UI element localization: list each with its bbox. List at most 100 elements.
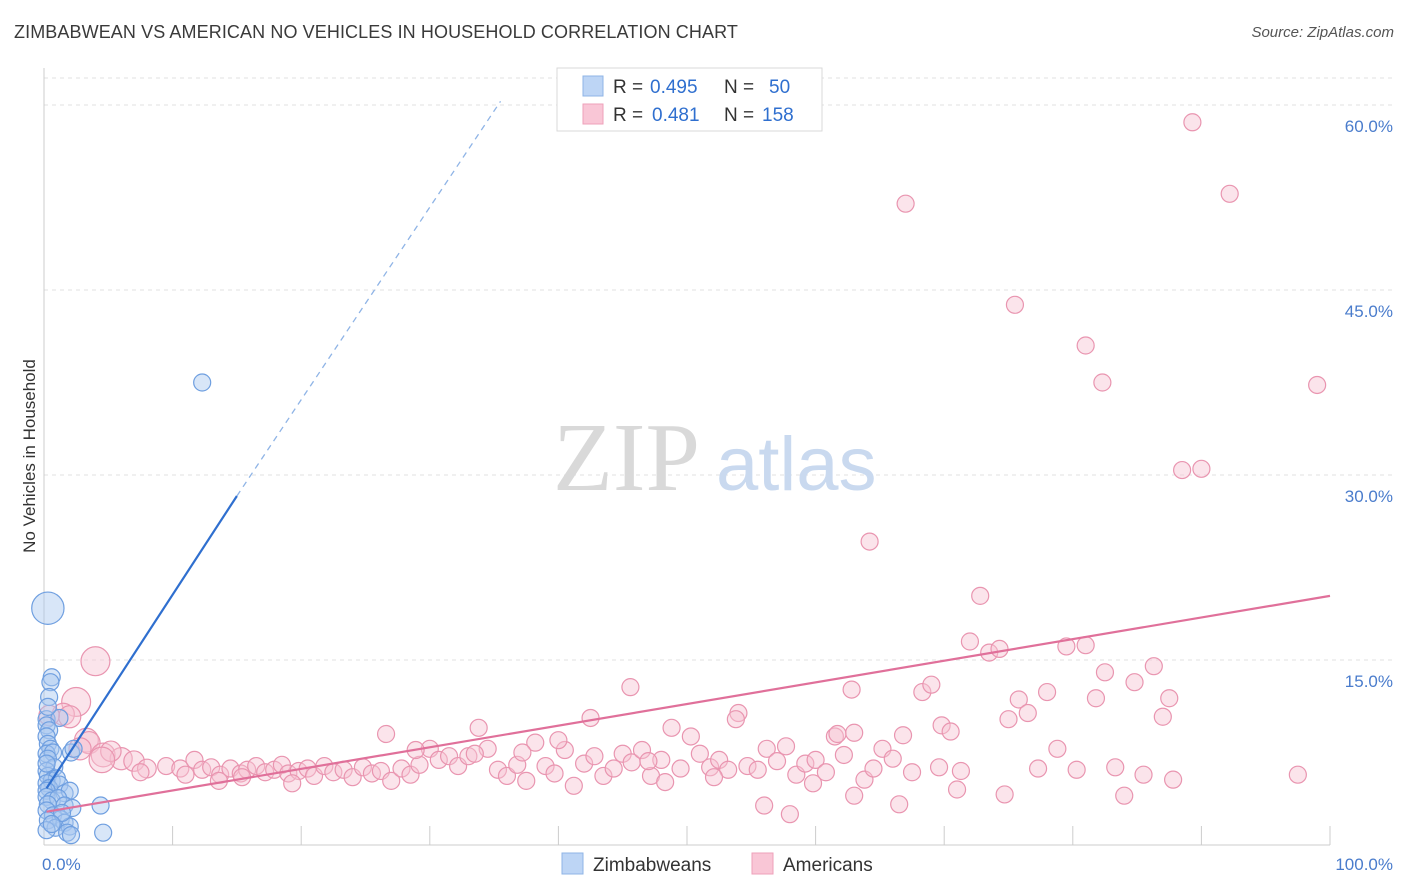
american-point [176,765,195,784]
american-point [662,718,681,737]
american-point [803,774,823,793]
zimbabwean-point [61,826,81,845]
series-legend: Zimbabweans Americans [561,852,873,876]
zimbabwean-point [193,373,212,392]
american-point [719,760,738,779]
american-point [704,768,724,787]
x-tick-label: 100.0% [1335,855,1393,874]
legend-americans-swatch [751,852,774,875]
american-point [1160,689,1179,708]
stats-legend: R = 0.495 N = 50 R = 0.481 N = 158 [556,67,823,132]
american-point [883,749,902,768]
stats-n-value-1: 50 [769,77,790,98]
american-point [1173,460,1192,480]
american-point [842,680,861,699]
legend-zimbabweans-swatch [561,852,584,875]
american-point [710,750,729,770]
american-point [1048,739,1067,758]
zimbabwean-point [38,697,57,716]
x-tick-label: 0.0% [42,855,81,874]
trend-lines [45,100,1331,813]
american-point [247,756,266,776]
data-points [31,113,1327,845]
zimbabwean-point [37,774,56,793]
american-point [990,639,1009,659]
american-point [382,771,401,790]
source-label: Source: ZipAtlas.com [1251,24,1394,41]
american-point [392,759,411,778]
american-point [1134,765,1153,784]
zimbabwean-point [41,673,60,692]
american-point [469,718,488,737]
stats-n-value-2: 158 [762,105,794,126]
american-point [1106,758,1125,777]
american-point [1125,673,1144,692]
american-point [1028,759,1048,778]
stats-r-label-2: R = [613,105,643,126]
american-point [726,710,745,729]
american-point [896,194,915,213]
american-point [1076,336,1095,355]
american-point [834,745,853,765]
american-point [1164,770,1183,789]
american-point [922,675,941,694]
american-point [549,731,568,750]
american-point [594,766,613,786]
american-point [429,750,448,770]
american-point [1067,760,1086,779]
american-point [796,754,815,773]
american-point [951,761,971,781]
american-point [1018,703,1037,723]
american-point [656,772,675,792]
zimbabwean-point [49,789,68,808]
american-point [932,716,951,735]
american-point [109,747,133,771]
american-point [526,733,545,752]
american-point [185,750,204,770]
american-point [575,754,594,773]
american-point [497,766,517,786]
stats-n-label-2: N = [724,105,754,126]
american-point [513,743,532,762]
american-point [61,686,92,717]
american-point [439,747,459,766]
watermark-zip: ZIP [553,404,700,512]
american-point [581,708,600,728]
american-point [1086,689,1106,708]
american-point [1220,184,1239,203]
american-point [1308,375,1327,395]
american-point [88,746,116,774]
zimbabwean-point [38,734,57,753]
american-point [755,796,774,815]
tick-labels: 15.0% 30.0% 45.0% 60.0% 0.0% 100.0% [42,117,1393,874]
zimbabwean-trend-line [45,495,238,789]
american-point [893,726,913,745]
stats-r-value-1: 0.495 [650,77,698,98]
zimbabwean-point [31,591,65,625]
y-tick-label: 30.0% [1345,487,1393,506]
american-trend-line [46,594,1331,813]
american-point [825,727,844,746]
american-point [1095,663,1115,682]
american-point [1037,682,1057,702]
american-point [960,632,980,651]
american-point [639,752,658,771]
zimbabwean-point [94,823,113,842]
american-point [604,759,623,778]
zimbabwean-point [42,814,61,834]
americans-swatch [582,103,604,125]
american-point [780,805,799,824]
stats-r-value-2: 0.481 [652,105,700,126]
y-axis-title: No Vehicles in Household [20,359,39,553]
american-point [995,785,1014,804]
american-point [1057,637,1076,656]
american-point [652,750,671,770]
american-point [157,756,176,776]
american-point [1192,459,1211,478]
american-point [80,646,111,677]
american-point [860,532,879,551]
american-point [929,758,949,777]
zimbabwean-trend-extension [236,100,502,497]
american-point [1005,295,1025,314]
american-point [517,771,536,790]
